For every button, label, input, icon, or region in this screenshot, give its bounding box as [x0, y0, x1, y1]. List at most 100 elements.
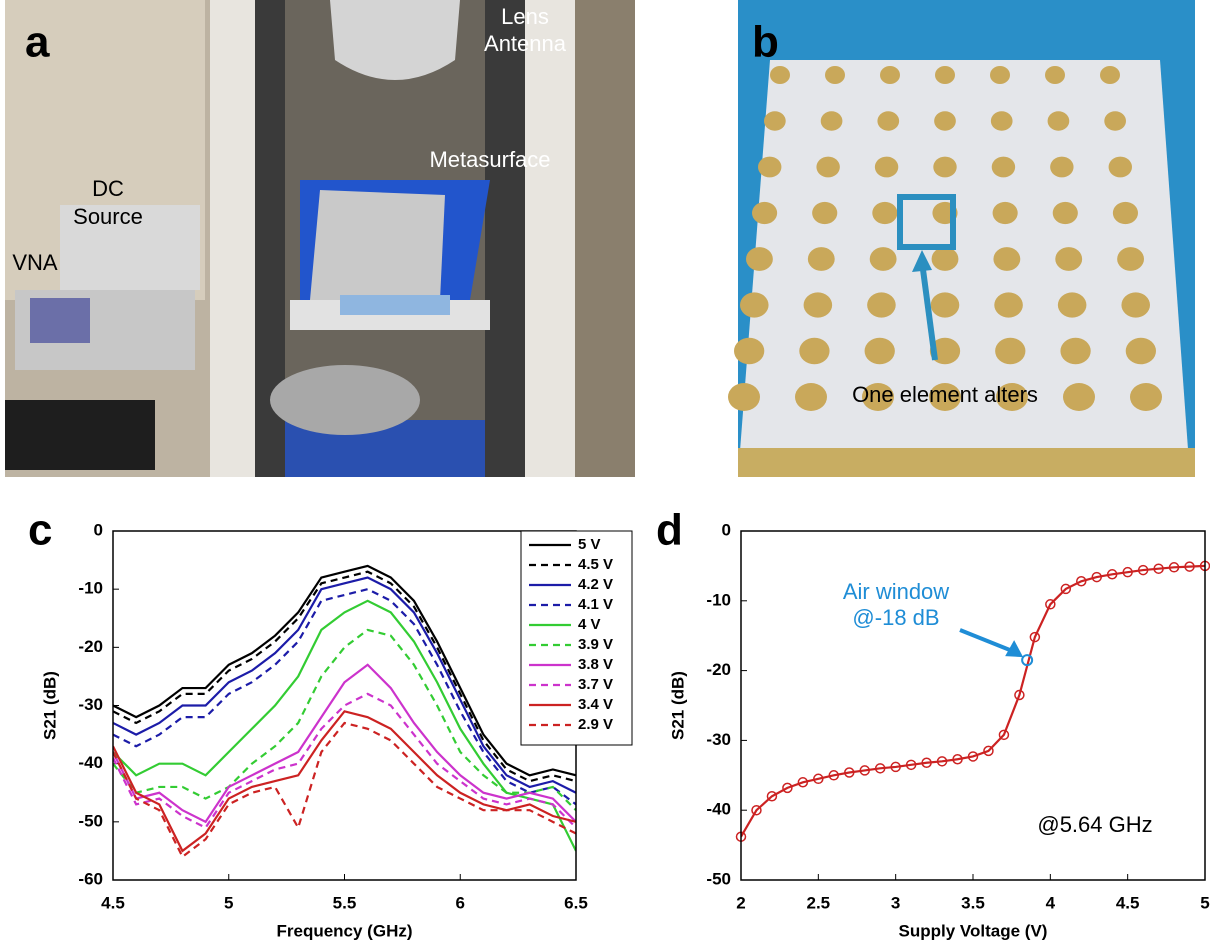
point	[936, 756, 948, 767]
x-tick-label: 6	[456, 893, 465, 912]
y-axis-label: S21 (dB)	[668, 671, 687, 740]
x-axis-label: Frequency (GHz)	[276, 921, 412, 940]
highlight-point	[1021, 654, 1034, 667]
point	[983, 745, 994, 757]
y-tick-label: -20	[706, 660, 731, 679]
legend-label: 3.7 V	[578, 676, 613, 693]
legend-label: 4.2 V	[578, 576, 613, 593]
point	[1184, 561, 1195, 572]
legend-label: 3.8 V	[578, 656, 613, 673]
photo-label: VNA	[12, 250, 58, 275]
x-tick-label: 5.5	[333, 893, 357, 912]
y-tick-label: -40	[78, 753, 103, 772]
arrow-head	[1005, 640, 1024, 658]
y-tick-label: -10	[706, 590, 731, 609]
photo-label: Metasurface	[429, 147, 550, 172]
legend-label: 4.5 V	[578, 556, 613, 573]
annotation: @-18 dB	[852, 605, 939, 630]
plot-frame	[740, 530, 1206, 881]
y-tick-label: -30	[78, 695, 103, 714]
photo-b: One element alters b	[728, 0, 1195, 477]
point	[1029, 631, 1041, 643]
series-line	[741, 564, 1205, 838]
point	[1091, 571, 1102, 583]
series-line	[113, 710, 576, 853]
series-line	[113, 576, 576, 794]
legend-label: 3.9 V	[578, 636, 613, 653]
point	[1168, 562, 1180, 573]
annotation: @5.64 GHz	[1037, 812, 1152, 837]
y-tick-label: 0	[94, 520, 103, 539]
y-tick-label: -60	[78, 869, 103, 888]
point	[859, 765, 870, 776]
series-line	[113, 564, 576, 777]
point	[890, 761, 901, 773]
annotation: Air window	[843, 579, 949, 604]
x-axis-label: Supply Voltage (V)	[899, 921, 1048, 940]
point	[998, 729, 1010, 741]
x-tick-label: 3.5	[961, 893, 985, 912]
y-tick-label: -30	[706, 730, 731, 749]
legend-label: 4 V	[578, 616, 601, 633]
panel-label: d	[656, 506, 683, 555]
series-line	[113, 692, 576, 830]
panel-label: c	[28, 506, 52, 555]
point	[751, 804, 762, 816]
point	[1106, 569, 1118, 580]
x-tick-label: 5	[224, 893, 233, 912]
series-line	[113, 570, 576, 783]
series-line	[113, 663, 576, 824]
x-tick-label: 2	[736, 893, 745, 912]
point	[766, 790, 778, 802]
series-line	[113, 588, 576, 806]
point	[1014, 689, 1025, 701]
series-line	[113, 628, 576, 811]
y-tick-label: -50	[706, 869, 731, 888]
panel-label: a	[25, 18, 50, 67]
point	[813, 773, 824, 785]
y-tick-label: -40	[706, 800, 731, 819]
point	[1060, 583, 1072, 595]
series-line	[113, 599, 576, 852]
point	[967, 751, 979, 762]
photo-label: Source	[73, 204, 143, 229]
x-tick-label: 2.5	[807, 893, 831, 912]
point	[1045, 599, 1056, 610]
legend-box	[520, 530, 633, 746]
photo-label: One element alters	[852, 382, 1038, 407]
arrow	[959, 628, 1016, 654]
y-tick-label: 0	[722, 520, 731, 539]
point	[782, 782, 793, 794]
point	[921, 757, 932, 768]
x-tick-label: 4	[1046, 893, 1056, 912]
x-tick-label: 6.5	[564, 893, 588, 912]
point	[828, 770, 840, 781]
y-tick-label: -10	[78, 579, 103, 598]
point	[844, 767, 855, 778]
point	[797, 777, 809, 788]
point	[1076, 576, 1087, 587]
legend-label: 5 V	[578, 536, 601, 553]
legend-label: 2.9 V	[578, 716, 613, 733]
y-tick-label: -50	[78, 811, 103, 830]
x-tick-label: 4.5	[101, 893, 125, 912]
photo-label: Lens	[501, 4, 549, 29]
point	[952, 753, 963, 765]
legend-label: 3.4 V	[578, 696, 613, 713]
x-tick-label: 3	[891, 893, 900, 912]
point	[1137, 564, 1149, 576]
x-tick-label: 5	[1200, 893, 1209, 912]
photo-label: DC	[92, 176, 124, 201]
panel-label: b	[752, 18, 779, 67]
photo-a: Lens Antenna Metasurface DC Source VNA a	[5, 0, 635, 477]
legend-label: 4.1 V	[578, 596, 613, 613]
point	[1153, 563, 1164, 574]
point	[905, 759, 917, 771]
x-tick-label: 4.5	[1116, 893, 1140, 912]
series-line	[113, 721, 576, 859]
point	[874, 763, 886, 774]
point	[1122, 566, 1133, 578]
y-tick-label: -20	[78, 637, 103, 656]
photo-label: Antenna	[484, 31, 567, 56]
